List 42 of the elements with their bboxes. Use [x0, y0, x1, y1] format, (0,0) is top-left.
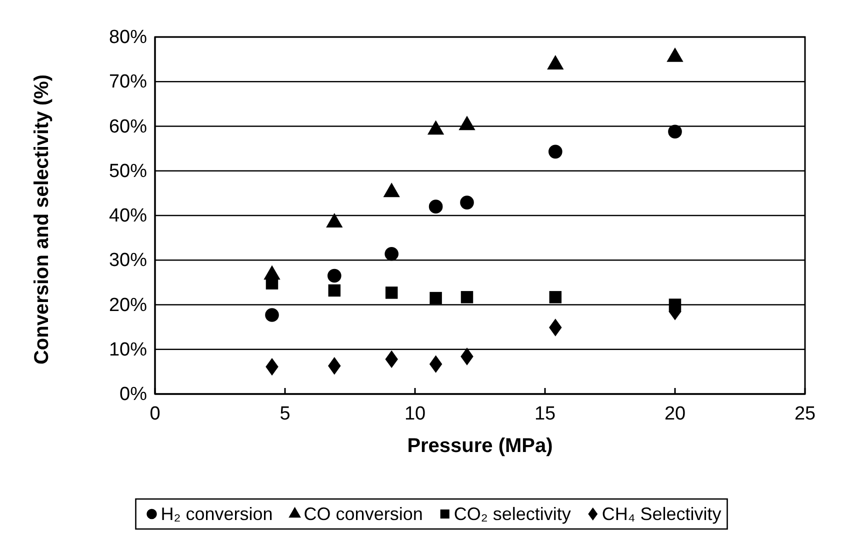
legend-label: H₂ conversion	[160, 504, 273, 524]
point	[265, 308, 279, 322]
point	[427, 120, 444, 135]
point	[327, 268, 342, 283]
point	[383, 182, 400, 198]
point	[549, 318, 562, 336]
point	[666, 47, 684, 62]
point	[430, 292, 442, 304]
point	[266, 358, 278, 376]
point	[549, 291, 562, 304]
x-tick-label: 25	[794, 403, 816, 424]
y-tick-label: 40%	[108, 206, 148, 227]
y-tick-label: 70%	[108, 72, 148, 93]
x-tick-label: 20	[664, 403, 686, 424]
point	[460, 348, 474, 366]
point	[328, 357, 341, 375]
y-tick-label: 20%	[108, 294, 148, 316]
point	[385, 350, 398, 368]
x-axis-title: Pressure (MPa)	[407, 435, 553, 457]
y-tick-label: 50%	[108, 160, 148, 182]
legend-label: CO₂ selectivity	[454, 504, 571, 524]
point	[385, 286, 398, 299]
x-tick-label: 0	[150, 403, 160, 424]
point	[458, 116, 476, 130]
y-tick-label: 80%	[108, 27, 148, 48]
point	[328, 284, 341, 297]
y-tick-label: 10%	[108, 339, 148, 360]
point	[428, 200, 443, 214]
y-tick-label: 60%	[108, 116, 148, 138]
x-tick-label: 10	[404, 403, 426, 424]
y-axis-title: Conversion and selectivity (%)	[31, 74, 53, 365]
y-tick-label: 0%	[120, 384, 148, 406]
y-tick-label: 30%	[108, 250, 148, 272]
legend-label: CO conversion	[304, 504, 423, 524]
x-tick-label: 15	[534, 403, 556, 424]
point	[460, 196, 474, 210]
legend-label: CH₄ Selectivity	[602, 504, 722, 524]
point	[384, 246, 399, 261]
x-tick-label: 5	[280, 403, 290, 424]
point	[547, 55, 564, 70]
point	[429, 355, 442, 373]
point	[460, 291, 474, 304]
